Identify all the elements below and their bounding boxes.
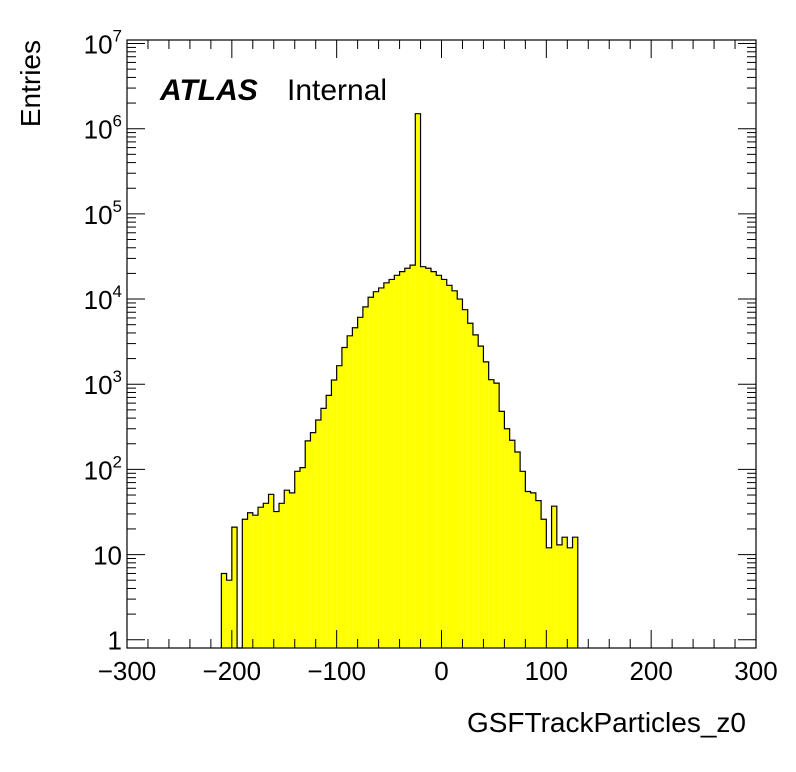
histogram-bar xyxy=(446,285,452,648)
histogram-bar xyxy=(499,411,505,648)
histogram-bar xyxy=(457,299,463,648)
y-tick-labels: 1 10 102 103 104 105 106 107 xyxy=(84,27,122,656)
y-tick-label: 104 xyxy=(84,282,122,315)
x-tick-label: 0 xyxy=(434,656,448,686)
histogram-bar xyxy=(514,452,521,648)
histogram-bar xyxy=(389,279,395,648)
histogram-bar xyxy=(420,266,426,648)
histogram-bar xyxy=(483,361,489,648)
histogram-bar xyxy=(467,323,473,648)
histogram-bar xyxy=(504,428,510,648)
histogram-bar xyxy=(431,271,437,648)
histogram-bar xyxy=(525,491,531,648)
histogram-bar xyxy=(546,547,552,648)
histogram-bar xyxy=(562,537,568,648)
histogram-bar xyxy=(252,515,259,648)
histogram-bar xyxy=(352,327,358,648)
histogram-bar xyxy=(326,395,332,648)
histogram-outline xyxy=(220,113,579,649)
histogram-bar xyxy=(530,492,536,648)
y-tick-label: 105 xyxy=(84,197,122,230)
histogram-bar xyxy=(478,346,484,648)
histogram-bar xyxy=(247,512,253,648)
histogram-bar xyxy=(347,335,353,648)
y-tick-label: 1 xyxy=(108,626,122,656)
histogram-bar xyxy=(383,282,390,648)
histogram-bar xyxy=(373,291,379,648)
histogram-bar xyxy=(368,297,374,648)
histogram-bar xyxy=(305,440,311,648)
histogram-bar xyxy=(258,507,264,648)
atlas-label: ATLAS xyxy=(159,74,258,107)
histogram-bar xyxy=(263,503,269,648)
histogram-bar xyxy=(572,537,578,648)
histogram-bar xyxy=(294,471,300,648)
x-axis-title: GSFTrackParticles_z0 xyxy=(467,707,746,738)
histogram-bars xyxy=(220,113,579,649)
histogram-bar xyxy=(289,492,295,648)
histogram-bar xyxy=(310,432,316,648)
y-tick-label: 102 xyxy=(84,452,122,485)
histogram-bar xyxy=(315,420,321,648)
x-tick-label: 100 xyxy=(525,656,568,686)
x-tick-label: −200 xyxy=(203,656,262,686)
histogram-bar xyxy=(284,490,290,648)
x-tick-label: −300 xyxy=(98,656,157,686)
histogram-bar xyxy=(399,271,405,648)
histogram-bar xyxy=(425,268,432,648)
histogram-bar xyxy=(488,379,494,648)
histogram-bar xyxy=(336,365,342,648)
histogram-bar xyxy=(509,440,515,648)
histogram-bar xyxy=(231,527,238,648)
y-tick-label: 10 xyxy=(93,541,122,571)
y-tick-label: 103 xyxy=(84,367,122,400)
histogram-bar xyxy=(493,383,500,648)
histogram-bar xyxy=(556,544,563,648)
x-tick-label: 300 xyxy=(734,656,777,686)
histogram-bar xyxy=(551,506,557,648)
x-tick-label: 200 xyxy=(629,656,672,686)
histogram-bar xyxy=(535,500,542,648)
histogram-bar xyxy=(341,347,348,648)
histogram-bar xyxy=(472,334,479,648)
y-tick-label: 107 xyxy=(84,27,122,60)
y-tick-label: 106 xyxy=(84,112,122,145)
histogram-bar xyxy=(226,580,232,648)
histogram-bar xyxy=(415,113,421,648)
histogram-bar xyxy=(404,268,411,648)
histogram-bar xyxy=(520,471,526,648)
histogram-bar xyxy=(279,503,285,648)
internal-label: Internal xyxy=(287,74,387,107)
histogram-bar xyxy=(268,494,274,648)
x-tick-label: −100 xyxy=(307,656,366,686)
histogram-bar xyxy=(320,408,327,648)
histogram-bar xyxy=(221,573,227,648)
histogram-bar xyxy=(273,511,280,648)
histogram-bar xyxy=(331,380,337,648)
histogram-bar xyxy=(541,519,547,648)
histogram-bar xyxy=(242,519,248,648)
histogram-bar xyxy=(362,306,369,648)
histogram-bar xyxy=(462,309,468,648)
histogram-bar xyxy=(436,275,442,648)
histogram-bar xyxy=(567,547,573,648)
histogram-bar xyxy=(378,287,384,648)
histogram-bar xyxy=(441,279,447,648)
histogram-bar xyxy=(357,317,363,648)
y-axis-title: Entries xyxy=(15,40,46,127)
histogram-bar xyxy=(394,275,400,648)
x-tick-labels: −300 −200 −100 0 100 200 300 xyxy=(98,656,778,686)
axis-ticks xyxy=(126,40,757,648)
histogram-bar xyxy=(410,265,416,648)
histogram-bar xyxy=(451,290,458,648)
histogram-bar xyxy=(299,467,306,648)
